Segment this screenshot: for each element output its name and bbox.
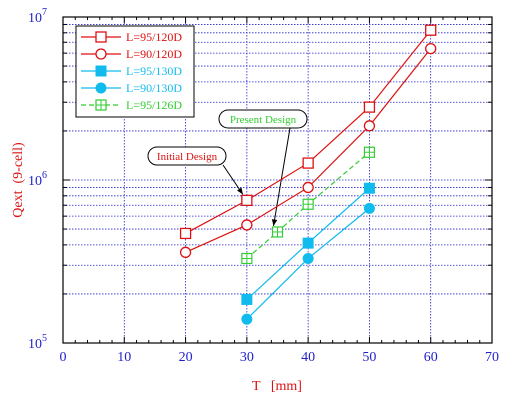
legend-entry-2: L=95/130D [81, 64, 182, 78]
data-point [242, 294, 252, 304]
data-point [303, 238, 313, 248]
legend-entry-4: L=95/126D [81, 98, 182, 112]
legend-label: L=95/120D [126, 30, 182, 44]
y-tick-label: 107 [28, 7, 47, 26]
legend: L=95/120D L=90/120D L=95/130D L=90/130D L=95… [76, 26, 194, 117]
data-point [364, 203, 374, 213]
legend-label: L=90/130D [126, 81, 182, 95]
x-tick-label: 20 [179, 350, 193, 365]
x-tick-label: 50 [362, 350, 376, 365]
legend-label: L=95/126D [126, 98, 182, 112]
data-point [181, 228, 191, 238]
data-point [364, 102, 374, 112]
data-point [303, 199, 313, 209]
x-tick-label: 10 [117, 350, 131, 365]
data-point [242, 195, 252, 205]
legend-marker [96, 32, 106, 42]
legend-label: L=90/120D [126, 47, 182, 61]
annotations: Initial Design Present Design [148, 110, 307, 226]
x-tick-label: 30 [240, 350, 254, 365]
x-tick-labels: 0 10 20 30 40 50 60 70 [60, 350, 500, 365]
legend-marker [96, 100, 106, 110]
x-axis-label: T [mm] [252, 379, 302, 394]
data-point [426, 25, 436, 35]
x-tick-label: 0 [60, 350, 67, 365]
x-tick-label: 70 [485, 350, 499, 365]
legend-marker [96, 66, 106, 76]
annotation-arrow [274, 128, 291, 226]
data-point [242, 314, 252, 324]
y-axis-label: Qext (9-cell) [11, 142, 26, 218]
y-tick-label: 105 [28, 333, 47, 352]
y-tick-label: 106 [28, 170, 47, 189]
data-point [364, 183, 374, 193]
annotation-arrowhead [237, 187, 243, 194]
y-tick-labels: 105 106 107 [28, 7, 47, 352]
data-point [364, 147, 374, 157]
data-point [364, 121, 374, 131]
legend-marker [96, 83, 106, 93]
x-tick-label: 60 [424, 350, 438, 365]
data-point [242, 253, 252, 263]
legend-entry-0: L=95/120D [81, 30, 182, 44]
data-point [303, 158, 313, 168]
data-point [242, 220, 252, 230]
annotation-label: Present Design [230, 114, 297, 126]
legend-label: L=95/130D [126, 64, 182, 78]
data-point [426, 44, 436, 54]
x-tick-label: 40 [301, 350, 315, 365]
data-point [181, 247, 191, 257]
data-point [273, 227, 283, 237]
legend-marker [96, 49, 106, 59]
data-point [303, 253, 313, 263]
annotation-arrowhead [272, 219, 277, 226]
data-point [303, 182, 313, 192]
annotation-label: Initial Design [157, 151, 218, 163]
